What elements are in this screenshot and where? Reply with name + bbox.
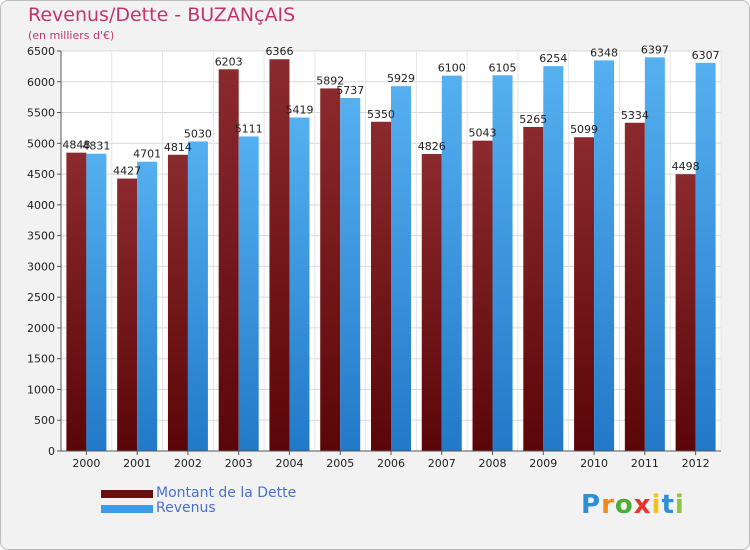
y-tick-label: 5500 xyxy=(27,107,55,120)
bar-revenue-2011 xyxy=(644,57,665,451)
y-tick-label: 6500 xyxy=(27,45,55,58)
data-label-revenue-2011: 6397 xyxy=(641,43,669,56)
y-tick-label: 3500 xyxy=(27,230,55,243)
bar-revenue-2004 xyxy=(289,117,310,452)
bar-debt-2007 xyxy=(421,154,442,451)
data-label-debt-2001: 4427 xyxy=(113,165,141,178)
bar-revenue-2005 xyxy=(340,97,361,451)
x-tick-label: 2000 xyxy=(72,457,100,470)
x-tick-label: 2003 xyxy=(225,457,253,470)
data-label-debt-2004: 6366 xyxy=(265,45,293,58)
x-tick-label: 2010 xyxy=(580,457,608,470)
x-tick-label: 2007 xyxy=(428,457,456,470)
y-tick-label: 0 xyxy=(48,445,55,458)
logo-letter: i xyxy=(651,490,662,520)
x-tick-label: 2002 xyxy=(174,457,202,470)
bar-revenue-2002 xyxy=(187,141,208,451)
y-tick-label: 1000 xyxy=(27,383,55,396)
chart-subtitle: (en milliers d'€) xyxy=(28,29,115,42)
data-label-debt-2011: 5334 xyxy=(621,109,649,122)
data-label-revenue-2008: 6105 xyxy=(489,61,517,74)
bar-debt-2001 xyxy=(117,178,138,452)
data-label-revenue-2009: 6254 xyxy=(539,52,567,65)
data-label-revenue-2005: 5737 xyxy=(336,84,364,97)
proxiti-logo: Proxiti xyxy=(581,490,685,520)
bar-debt-2012 xyxy=(675,174,696,451)
x-tick-label: 2004 xyxy=(275,457,303,470)
y-tick-label: 4000 xyxy=(27,199,55,212)
data-label-debt-2002: 4814 xyxy=(164,141,192,154)
y-tick-label: 3000 xyxy=(27,260,55,273)
data-label-debt-2008: 5043 xyxy=(469,127,497,140)
bar-revenue-2010 xyxy=(594,60,615,451)
bar-debt-2008 xyxy=(472,140,493,451)
legend-swatch-revenue xyxy=(101,505,153,513)
bar-debt-2009 xyxy=(523,127,544,451)
legend-label-revenue: Revenus xyxy=(156,500,216,516)
y-tick-label: 6000 xyxy=(27,76,55,89)
logo-letter: r xyxy=(601,490,615,520)
bar-revenue-2012 xyxy=(695,62,716,451)
data-label-revenue-2010: 6348 xyxy=(590,46,618,59)
bar-debt-2003 xyxy=(218,69,239,452)
data-label-revenue-2006: 5929 xyxy=(387,72,415,85)
data-label-revenue-2007: 6100 xyxy=(438,62,466,75)
bar-revenue-2007 xyxy=(441,75,462,451)
data-label-debt-2003: 6203 xyxy=(215,55,243,68)
data-label-debt-2009: 5265 xyxy=(519,113,547,126)
bar-revenue-2000 xyxy=(86,153,107,451)
y-tick-label: 500 xyxy=(34,414,55,427)
y-tick-label: 1500 xyxy=(27,353,55,366)
data-label-revenue-2004: 5419 xyxy=(285,104,313,117)
data-label-revenue-2000: 4831 xyxy=(82,140,110,153)
bar-debt-2002 xyxy=(167,154,188,451)
data-label-debt-2000: 4848 xyxy=(62,139,90,152)
data-label-debt-2007: 4826 xyxy=(418,140,446,153)
y-tick-label: 2000 xyxy=(27,322,55,335)
y-tick-label: 5000 xyxy=(27,137,55,150)
logo-letter: P xyxy=(581,490,602,520)
x-tick-label: 2012 xyxy=(682,457,710,470)
bar-revenue-2006 xyxy=(391,86,411,451)
chart-title: Revenus/Dette - BUZANçAIS xyxy=(28,4,296,26)
logo-letter: x xyxy=(633,490,652,520)
bar-revenue-2008 xyxy=(492,75,513,452)
logo-letter: t xyxy=(661,490,675,520)
x-tick-label: 2008 xyxy=(479,457,507,470)
bar-debt-2004 xyxy=(269,59,290,451)
bar-revenue-2009 xyxy=(543,66,564,451)
legend-label-debt: Montant de la Dette xyxy=(156,485,297,501)
data-label-debt-2012: 4498 xyxy=(672,160,700,173)
bar-debt-2010 xyxy=(574,137,595,451)
x-tick-label: 2005 xyxy=(326,457,354,470)
x-tick-label: 2011 xyxy=(631,457,659,470)
data-label-debt-2010: 5099 xyxy=(570,123,598,136)
bar-debt-2006 xyxy=(371,121,391,452)
data-label-revenue-2001: 4701 xyxy=(133,148,161,161)
x-tick-label: 2001 xyxy=(123,457,151,470)
y-tick-label: 4500 xyxy=(27,168,55,181)
bar-debt-2005 xyxy=(320,88,341,452)
bar-revenue-2003 xyxy=(238,136,259,451)
data-label-revenue-2012: 6307 xyxy=(692,49,720,62)
data-label-revenue-2003: 5111 xyxy=(235,122,263,135)
x-tick-label: 2006 xyxy=(377,457,405,470)
logo-letter: i xyxy=(674,490,685,520)
logo-letter: o xyxy=(614,490,634,520)
legend-swatch-debt xyxy=(101,490,153,498)
data-label-revenue-2002: 5030 xyxy=(184,127,212,140)
y-tick-label: 2500 xyxy=(27,291,55,304)
bar-debt-2000 xyxy=(66,152,87,451)
data-label-debt-2006: 5350 xyxy=(367,108,395,121)
bar-debt-2011 xyxy=(624,122,645,451)
data-label-debt-2005: 5892 xyxy=(316,74,344,87)
x-tick-label: 2009 xyxy=(529,457,557,470)
bar-revenue-2001 xyxy=(137,161,158,451)
